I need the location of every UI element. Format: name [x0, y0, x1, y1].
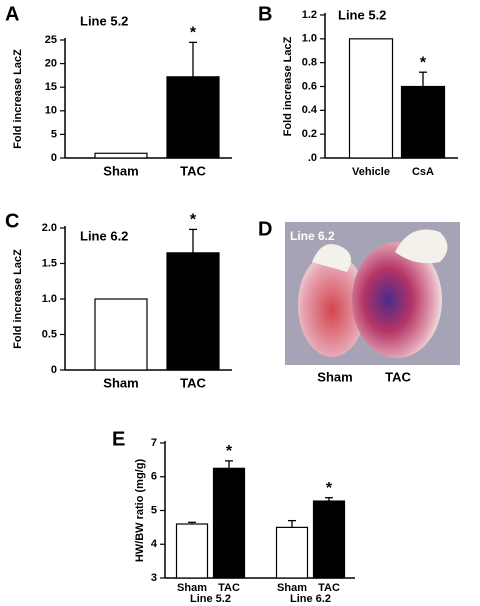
y-tick-label: .0: [308, 152, 317, 164]
bar: [166, 76, 220, 159]
bar: [94, 152, 148, 159]
image-caption: Sham: [317, 369, 352, 384]
series-label: TAC: [218, 582, 240, 594]
significance-mark: *: [420, 54, 427, 71]
image-label: Line 6.2: [290, 229, 335, 243]
y-tick-label: 0.6: [302, 80, 317, 92]
y-tick-label: 25: [45, 34, 57, 46]
x-tick-label: Sham: [103, 375, 138, 390]
panel-letter: C: [5, 210, 19, 232]
y-tick-label: 15: [45, 81, 57, 93]
bar: [348, 38, 394, 159]
y-tick-label: 0.2: [302, 128, 317, 140]
bar: [166, 252, 220, 371]
bar: [312, 500, 346, 579]
y-tick-label: 1.2: [302, 9, 317, 21]
x-tick-label: Sham: [103, 163, 138, 178]
y-tick-label: 5: [151, 504, 157, 516]
atria: [395, 229, 448, 264]
heart-tac: [352, 242, 442, 358]
x-tick-label: TAC: [180, 375, 206, 390]
heart-sham: [298, 253, 366, 357]
series-label: Sham: [277, 582, 307, 594]
chart-title: Line 6.2: [80, 228, 128, 243]
bar: [212, 467, 246, 579]
x-tick-label: Vehicle: [352, 166, 390, 178]
y-axis-label: HW/BW ratio (mg/g): [134, 459, 146, 563]
y-tick-label: 7: [151, 437, 157, 449]
chart-title: Line 5.2: [338, 7, 386, 22]
image-caption: TAC: [385, 369, 411, 384]
y-tick-label: 1.0: [42, 293, 57, 305]
y-tick-label: 0.8: [302, 57, 317, 69]
image-panel: D Line 6.2 Sham TAC: [258, 218, 460, 384]
significance-mark: *: [190, 25, 197, 42]
panel-letter: B: [258, 3, 272, 25]
y-tick-label: 2.0: [42, 222, 57, 234]
bar: [94, 298, 148, 371]
y-tick-label: 0: [51, 152, 57, 164]
significance-mark: *: [326, 480, 333, 497]
x-tick-label: Line 6.2: [290, 593, 331, 605]
y-axis-label: Fold increase LacZ: [282, 36, 294, 136]
y-tick-label: 10: [45, 105, 57, 117]
chart-title: Line 5.2: [80, 13, 128, 28]
bar: [400, 85, 446, 159]
x-tick-label: Line 5.2: [190, 593, 231, 605]
significance-mark: *: [226, 443, 233, 460]
y-tick-label: 6: [151, 471, 157, 483]
y-tick-label: 0.5: [42, 328, 57, 340]
x-tick-label: CsA: [412, 166, 434, 178]
y-tick-label: 1.0: [302, 33, 317, 45]
significance-mark: *: [190, 212, 197, 229]
y-axis-label: Fold increase LacZ: [12, 49, 24, 149]
bar: [275, 526, 309, 579]
series-label: TAC: [318, 582, 340, 594]
y-axis-label: Fold increase LacZ: [12, 249, 24, 349]
y-tick-label: 20: [45, 58, 57, 70]
y-tick-label: 0.4: [302, 104, 318, 116]
y-tick-label: 4: [151, 538, 158, 550]
x-tick-label: TAC: [180, 163, 206, 178]
y-tick-label: 3: [151, 572, 157, 584]
panel-letter: A: [5, 3, 19, 25]
series-label: Sham: [177, 582, 207, 594]
bar: [175, 523, 209, 579]
y-tick-label: 1.5: [42, 257, 57, 269]
panel-letter: E: [112, 428, 125, 450]
panel-letter: D: [258, 218, 272, 240]
y-tick-label: 0: [51, 364, 57, 376]
y-tick-label: 5: [51, 128, 57, 140]
atria: [312, 244, 351, 272]
